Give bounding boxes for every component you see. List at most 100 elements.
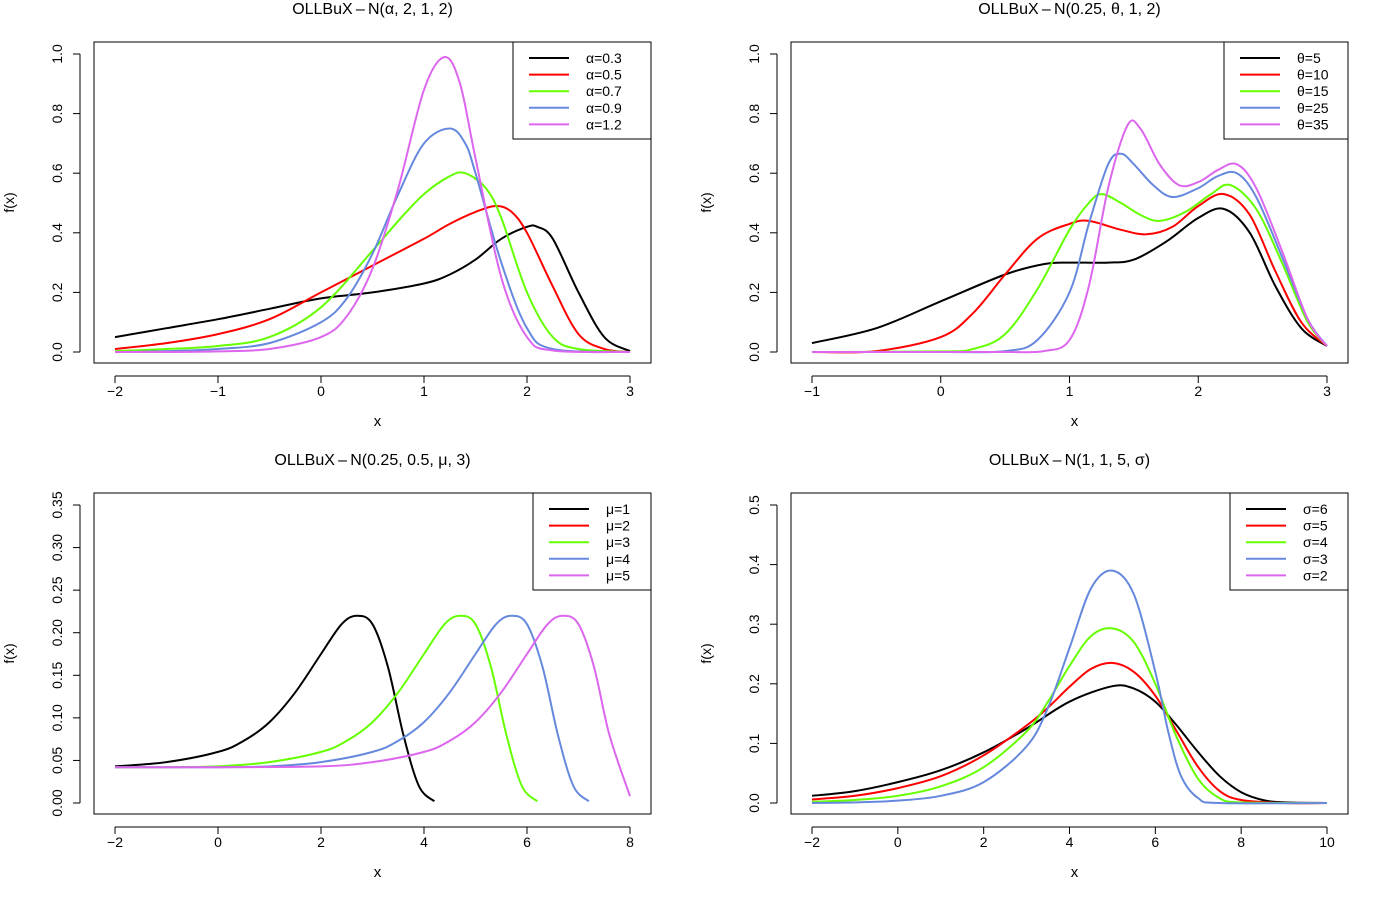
- x-axis-label: x: [374, 864, 382, 881]
- y-tick-label: 0.2: [49, 282, 65, 302]
- series-line-theta-1: [811, 207, 1328, 347]
- x-tick-label: −2: [804, 834, 820, 850]
- x-axis-label: x: [1071, 413, 1079, 430]
- legend-label: θ=15: [1297, 83, 1329, 99]
- y-tick-label: 0.0: [746, 793, 762, 813]
- x-tick-label: −2: [107, 834, 123, 850]
- x-tick-label: 0: [317, 383, 325, 399]
- series-line-mu-5: [114, 614, 631, 797]
- y-tick-label: 1.0: [746, 44, 762, 64]
- x-tick-label: 6: [523, 834, 531, 850]
- y-tick-label: 0.4: [746, 555, 762, 575]
- x-tick-label: 2: [980, 834, 988, 850]
- series-line-mu-4: [114, 614, 590, 803]
- chart-title: OLLBuX – N(1, 1, 5, σ): [989, 452, 1150, 469]
- plot-frame: [93, 41, 652, 364]
- legend-label: α=1.2: [586, 116, 622, 132]
- y-tick-label: 0.25: [49, 576, 65, 603]
- x-tick-label: −2: [107, 383, 123, 399]
- y-tick-label: 0.3: [746, 614, 762, 634]
- plot-frame: [93, 492, 652, 815]
- chart-panel-sigma: OLLBuX – N(1, 1, 5, σ) −2 0 2 4 6 8 10 x 0.0 0.1 0.…: [698, 452, 1349, 881]
- legend-label: μ=1: [606, 501, 630, 517]
- y-axis-label: f(x): [1, 643, 17, 663]
- x-tick-label: 0: [894, 834, 902, 850]
- y-axis-label: f(x): [1, 192, 17, 212]
- x-tick-label: 2: [1194, 383, 1202, 399]
- x-tick-label: 2: [317, 834, 325, 850]
- legend-label: σ=3: [1303, 551, 1328, 567]
- x-tick-label: 10: [1319, 834, 1335, 850]
- legend: μ=1μ=2μ=3μ=4μ=5: [532, 492, 652, 591]
- chart-title: OLLBuX – N(0.25, θ, 1, 2): [978, 1, 1161, 18]
- series-line-alpha-4: [114, 127, 631, 353]
- series-line-theta-4: [811, 152, 1328, 354]
- series-line-mu-3: [114, 614, 539, 803]
- legend-label: α=0.9: [586, 100, 622, 116]
- y-tick-label: 0.0: [49, 342, 65, 362]
- x-tick-label: 1: [420, 383, 428, 399]
- y-tick-label: 0.1: [746, 733, 762, 753]
- y-tick-label: 0.0: [746, 342, 762, 362]
- y-tick-label: 0.4: [746, 223, 762, 243]
- x-tick-label: −1: [210, 383, 226, 399]
- y-tick-label: 0.8: [49, 104, 65, 124]
- legend: θ=5θ=10θ=15θ=25θ=35: [1223, 41, 1349, 140]
- legend-label: μ=4: [606, 551, 630, 567]
- x-tick-label: 4: [1066, 834, 1074, 850]
- y-tick-label: 0.2: [746, 674, 762, 694]
- plot-frame: [790, 41, 1349, 364]
- x-tick-label: 3: [1323, 383, 1331, 399]
- y-tick-label: 0.4: [49, 223, 65, 243]
- legend-label: θ=10: [1297, 67, 1329, 83]
- x-tick-label: 4: [420, 834, 428, 850]
- y-tick-label: 0.00: [49, 789, 65, 816]
- legend: α=0.3α=0.5α=0.7α=0.9α=1.2: [512, 41, 652, 140]
- x-tick-label: 6: [1151, 834, 1159, 850]
- series-line-alpha-1: [114, 224, 631, 353]
- y-tick-label: 0.35: [49, 491, 65, 518]
- legend-label: α=0.3: [586, 50, 622, 66]
- chart-panel-alpha: OLLBuX – N(α, 2, 1, 2) −2 −1 0 1 2 3 x 0.0 0.2 0.4…: [1, 1, 652, 430]
- series-line-sigma-1: [811, 684, 1328, 804]
- y-tick-label: 0.6: [746, 163, 762, 183]
- series-line-sigma-4: [811, 569, 1328, 805]
- x-tick-label: 3: [626, 383, 634, 399]
- series-line-alpha-5: [114, 56, 631, 354]
- y-tick-label: 0.20: [49, 619, 65, 646]
- y-tick-label: 0.8: [746, 104, 762, 124]
- x-tick-label: 2: [523, 383, 531, 399]
- chart-panel-mu: OLLBuX – N(0.25, 0.5, μ, 3) −2 0 2 4 6 8 x 0.00 0…: [1, 452, 652, 881]
- legend: σ=6σ=5σ=4σ=3σ=2: [1229, 492, 1349, 591]
- x-tick-label: 1: [1066, 383, 1074, 399]
- legend-label: σ=6: [1303, 501, 1328, 517]
- chart-panel-theta: OLLBuX – N(0.25, θ, 1, 2) −1 0 1 2 3 x 0.0 0.2 0.…: [698, 1, 1349, 430]
- chart-title: OLLBuX – N(0.25, 0.5, μ, 3): [274, 452, 470, 469]
- series-line-mu-1: [114, 614, 436, 803]
- legend-label: μ=5: [606, 567, 630, 583]
- series-line-theta-5: [811, 119, 1328, 354]
- series-line-sigma-3: [811, 627, 1328, 804]
- x-tick-label: 8: [626, 834, 634, 850]
- x-tick-label: −1: [804, 383, 820, 399]
- x-axis-label: x: [1071, 864, 1079, 881]
- x-tick-label: 0: [214, 834, 222, 850]
- chart-title: OLLBuX – N(α, 2, 1, 2): [292, 1, 453, 18]
- y-tick-label: 0.30: [49, 534, 65, 561]
- legend-label: θ=5: [1297, 50, 1321, 66]
- legend-label: μ=3: [606, 534, 630, 550]
- y-tick-label: 0.10: [49, 704, 65, 731]
- legend-label: σ=5: [1303, 518, 1328, 534]
- series-line-theta-2: [811, 192, 1328, 354]
- y-tick-label: 1.0: [49, 44, 65, 64]
- x-tick-label: 0: [937, 383, 945, 399]
- legend-label: α=0.5: [586, 67, 622, 83]
- y-tick-label: 0.5: [746, 495, 762, 515]
- y-axis-label: f(x): [698, 643, 714, 663]
- y-axis-label: f(x): [698, 192, 714, 212]
- y-tick-label: 0.2: [746, 282, 762, 302]
- x-tick-label: 8: [1237, 834, 1245, 850]
- series-line-alpha-3: [114, 171, 631, 353]
- y-tick-label: 0.05: [49, 747, 65, 774]
